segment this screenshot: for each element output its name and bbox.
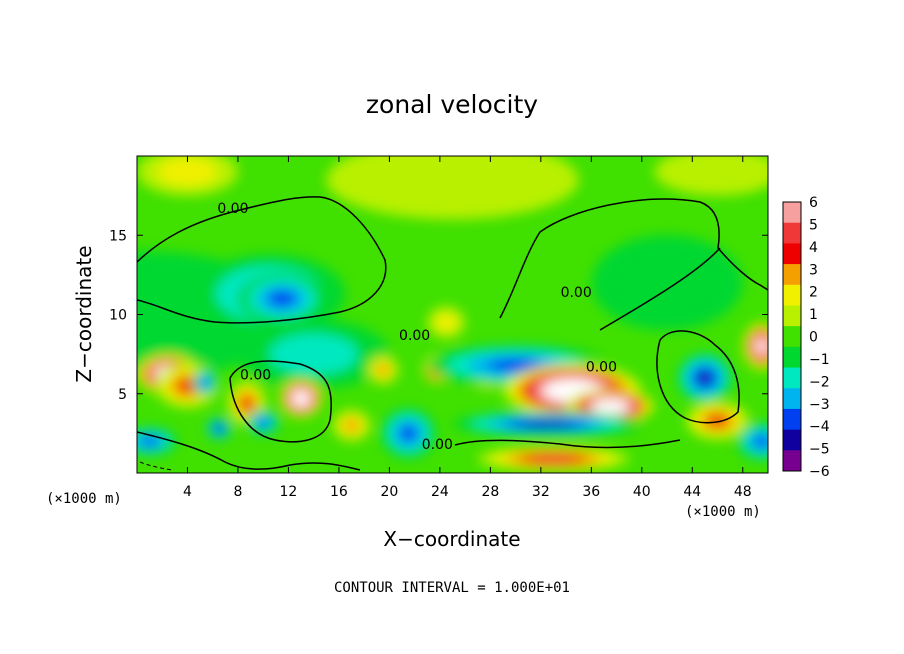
colorbar-swatch xyxy=(783,305,801,327)
contour-line xyxy=(454,439,681,449)
x-unit-right: (×1000 m) xyxy=(685,504,761,520)
colorbar-swatch xyxy=(783,326,801,348)
x-tick-label: 24 xyxy=(431,484,449,500)
contour-label: 0.00 xyxy=(561,285,592,301)
x-tick-label: 40 xyxy=(633,484,651,500)
field-blob xyxy=(680,157,755,186)
y-tick-label: 10 xyxy=(109,308,127,324)
contour-label: 0.00 xyxy=(399,328,430,344)
chart-title: zonal velocity xyxy=(366,90,538,119)
x-axis: 4 8 12 16 20 24 28 32 36 40 44 48 xyxy=(183,156,752,500)
colorbar-swatch xyxy=(783,346,801,369)
zero-contours xyxy=(137,196,768,471)
plot-area: 0.00 0.00 0.00 0.00 0.00 0.00 xyxy=(137,156,768,473)
field-blob xyxy=(343,418,360,432)
y-tick-label: 15 xyxy=(109,228,127,244)
x-tick-label: 12 xyxy=(280,484,298,500)
colorbar-swatch xyxy=(783,367,801,389)
field-blob xyxy=(522,420,572,428)
colorbar-label: 4 xyxy=(809,240,818,256)
field-blob xyxy=(563,386,582,395)
field-blob xyxy=(604,404,617,409)
field-blob xyxy=(376,364,390,376)
field-blob xyxy=(140,436,159,446)
contour-line xyxy=(656,330,740,424)
field-blob xyxy=(533,455,574,463)
field-blob xyxy=(240,396,253,411)
field-blob xyxy=(707,414,728,427)
x-unit-left: (×1000 m) xyxy=(46,491,122,507)
field-blobs xyxy=(137,156,768,472)
colorbar-label: 5 xyxy=(809,217,818,233)
contour-line xyxy=(137,431,361,471)
field-blob xyxy=(268,290,297,307)
x-tick-label: 16 xyxy=(330,484,348,500)
colorbar-swatch xyxy=(783,202,801,224)
contour-label: 0.00 xyxy=(422,437,453,453)
contour-label: 0.00 xyxy=(217,201,248,217)
field-blob xyxy=(753,435,768,448)
x-tick-label: 32 xyxy=(532,484,550,500)
contour-labels: 0.00 0.00 0.00 0.00 0.00 0.00 xyxy=(217,201,617,453)
contour-line xyxy=(229,360,332,443)
colorbar-label: −5 xyxy=(809,442,830,458)
colorbar-swatch xyxy=(783,264,801,286)
field-blob xyxy=(697,371,713,385)
field-blob xyxy=(591,235,743,331)
colorbar-swatch xyxy=(783,429,801,451)
y-axis: 5 10 15 xyxy=(109,228,768,403)
field-blob xyxy=(487,358,544,372)
negative-contour-dashed xyxy=(139,461,173,471)
colorbar-label: 1 xyxy=(809,307,818,323)
colorbar-label: −3 xyxy=(809,397,830,413)
x-tick-label: 28 xyxy=(481,484,499,500)
colorbar: 6 5 4 3 2 1 0 −1 −2 −3 −4 −5 −6 xyxy=(782,195,830,480)
field-blob xyxy=(201,378,210,387)
y-axis-label: Z−coordinate xyxy=(72,245,96,382)
x-tick-label: 36 xyxy=(582,484,600,500)
contour-line xyxy=(137,196,387,324)
colorbar-swatch xyxy=(783,222,801,244)
field-blob xyxy=(326,156,579,220)
field-blob xyxy=(215,425,223,432)
colorbar-label: 3 xyxy=(809,262,818,278)
colorbar-label: 0 xyxy=(809,330,818,346)
colorbar-label: −1 xyxy=(809,352,830,368)
colorbar-label: 2 xyxy=(809,285,818,301)
x-tick-label: 8 xyxy=(233,484,242,500)
colorbar-swatch xyxy=(783,284,801,306)
field-blob xyxy=(435,313,458,332)
colorbar-swatch xyxy=(783,450,801,472)
field-blob xyxy=(399,425,418,442)
field-blob xyxy=(298,395,304,402)
colorbar-label: −4 xyxy=(809,419,830,435)
contour-label: 0.00 xyxy=(240,367,271,383)
colorbar-label: −2 xyxy=(809,374,830,390)
x-tick-label: 48 xyxy=(734,484,752,500)
field-blob xyxy=(758,342,765,351)
x-tick-label: 4 xyxy=(183,484,192,500)
contour-line xyxy=(599,247,721,331)
colorbar-label: −6 xyxy=(809,464,830,480)
colorbar-swatch xyxy=(783,388,801,410)
colorbar-swatch xyxy=(783,243,801,265)
contour-line xyxy=(499,198,768,319)
field-blob xyxy=(257,418,269,427)
contour-label: 0.00 xyxy=(586,360,617,376)
colorbar-label: 6 xyxy=(809,195,818,211)
field-blob xyxy=(158,157,217,186)
field-blob xyxy=(177,378,198,393)
y-tick-label: 5 xyxy=(118,387,127,403)
contour-interval-note: CONTOUR INTERVAL = 1.000E+01 xyxy=(334,580,570,596)
x-tick-label: 20 xyxy=(380,484,398,500)
x-axis-label: X−coordinate xyxy=(383,527,520,551)
colorbar-swatch xyxy=(783,408,801,431)
x-tick-label: 44 xyxy=(683,484,701,500)
colorbar-frame xyxy=(782,201,802,472)
field-blob xyxy=(269,333,358,375)
